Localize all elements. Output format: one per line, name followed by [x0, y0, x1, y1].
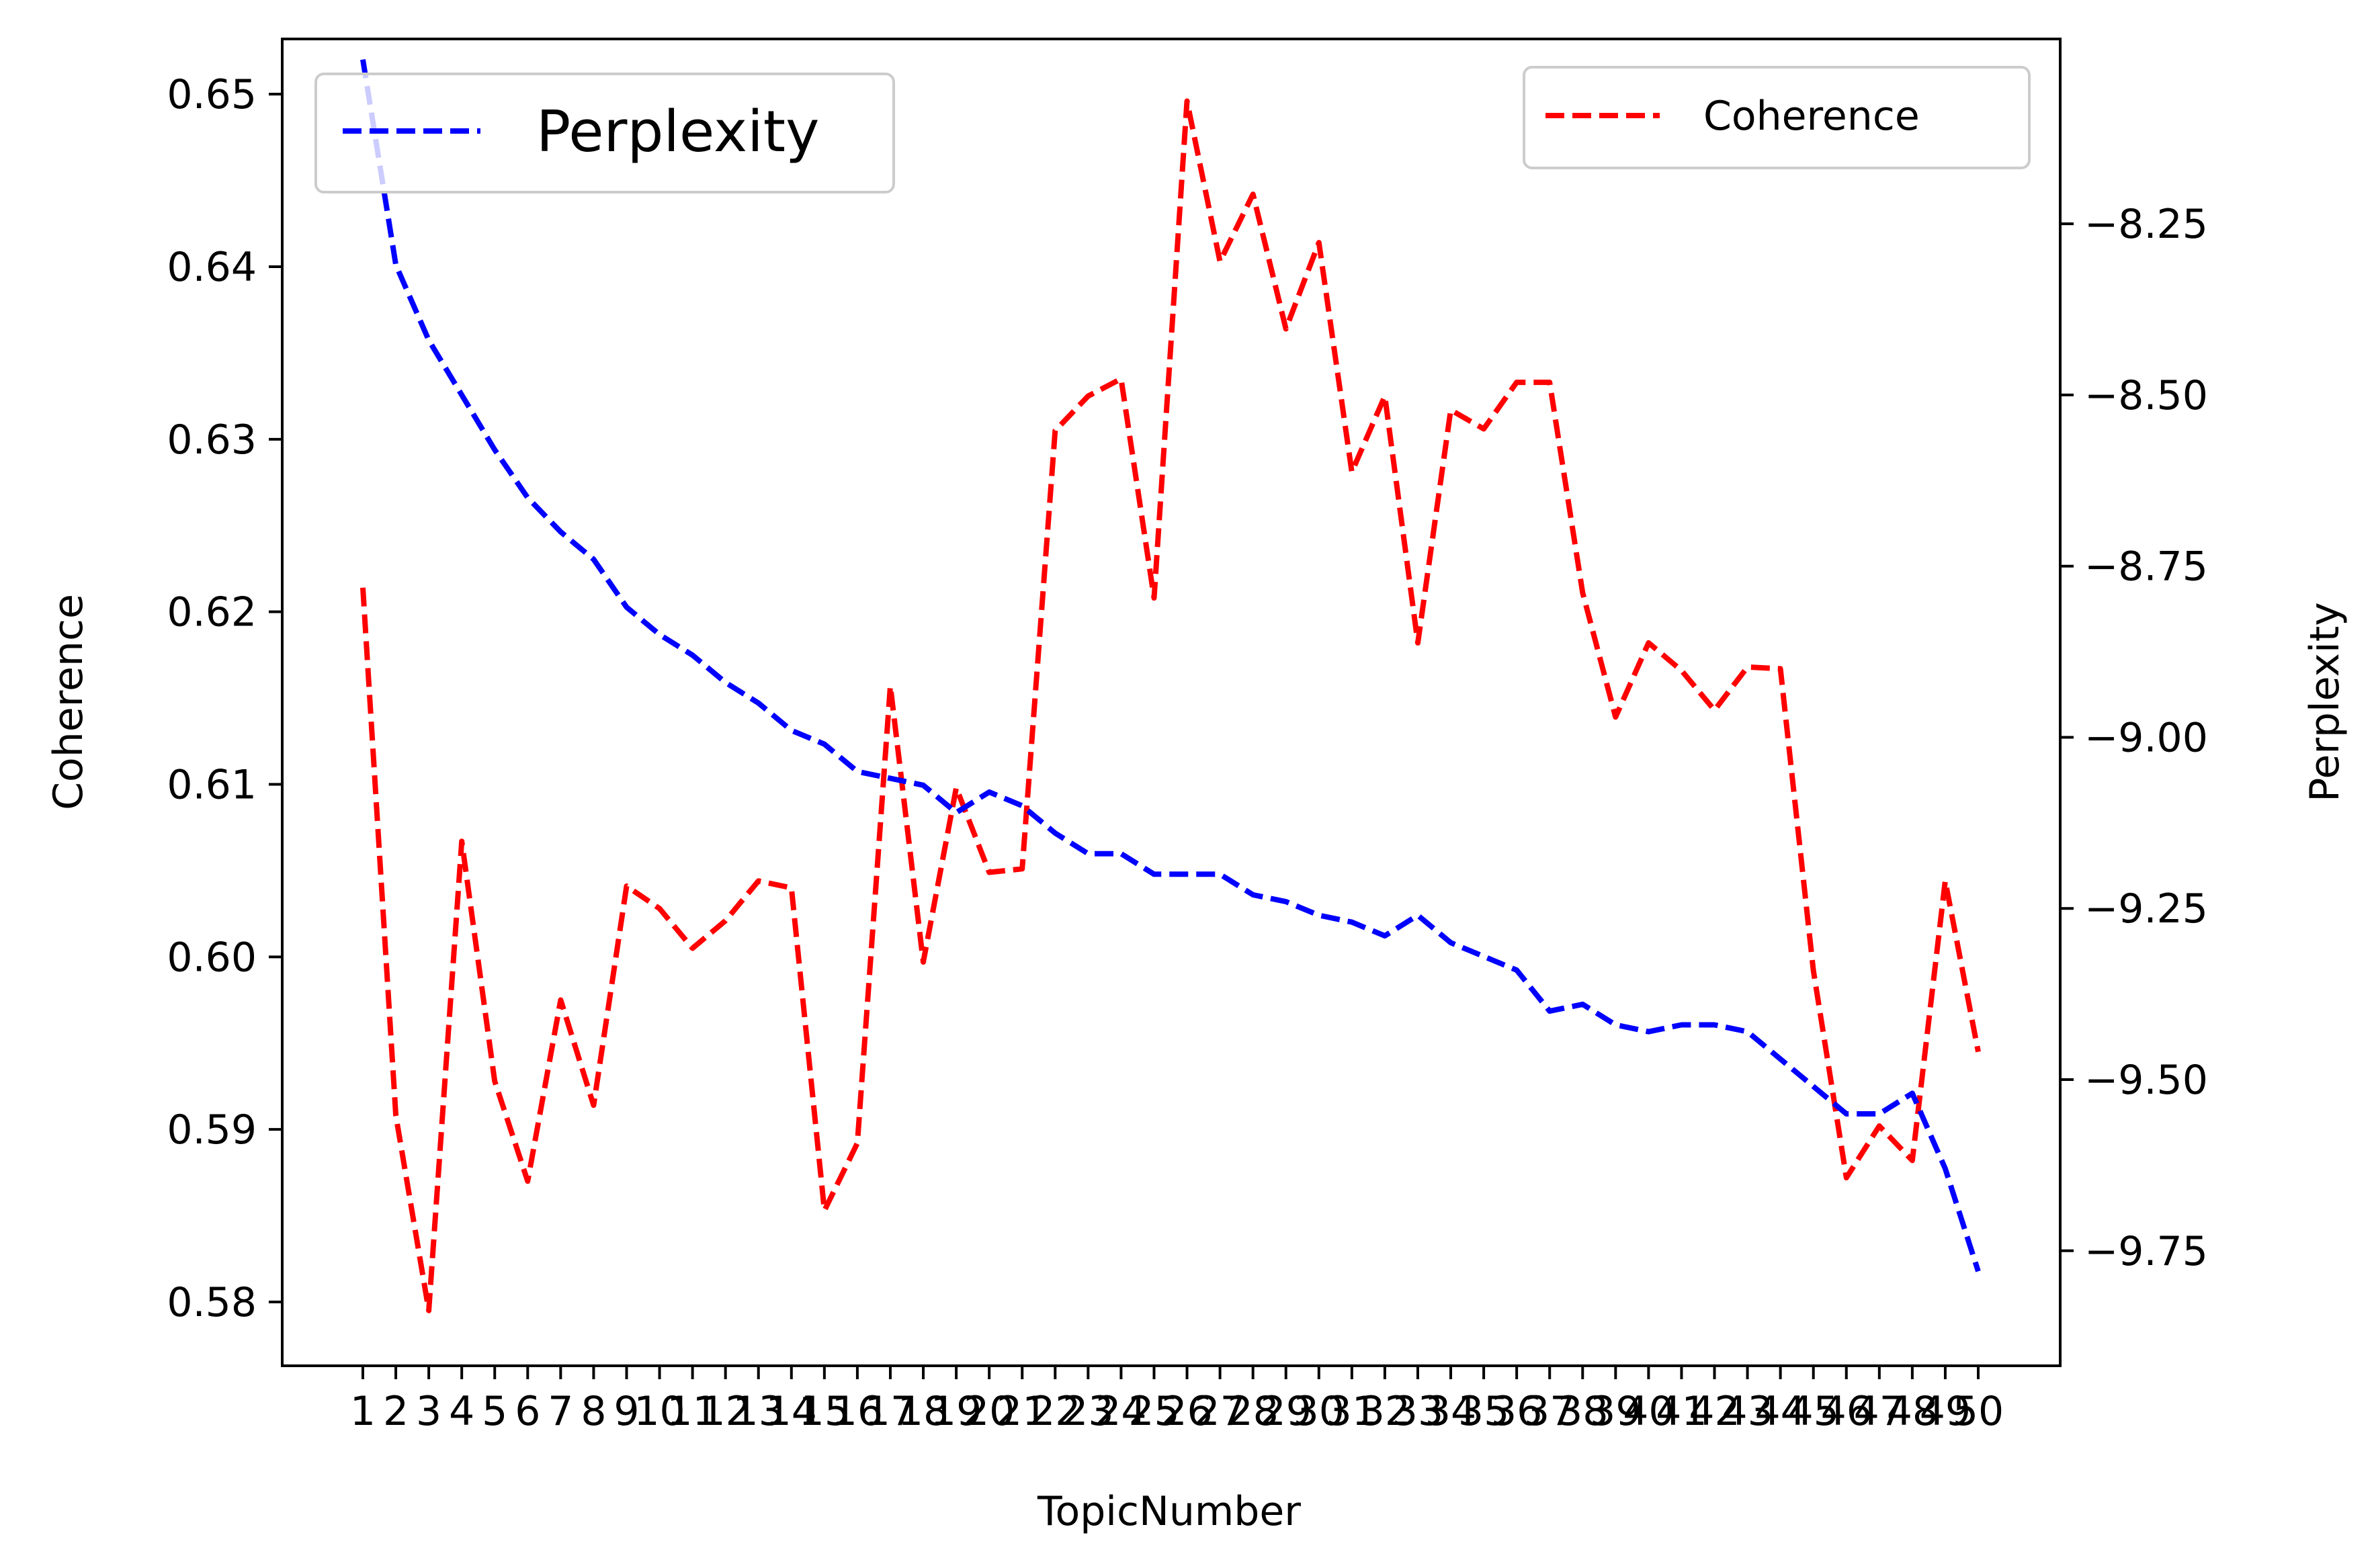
x-axis-label: TopicNumber [1037, 1488, 1301, 1535]
left-tick-label: 0.63 [167, 417, 257, 464]
x-tick-label: 44 [1754, 1388, 1806, 1435]
right-tick-label: −8.25 [2084, 201, 2208, 248]
right-tick-label: −9.75 [2084, 1228, 2208, 1275]
x-tick-label: 49 [1920, 1388, 1971, 1435]
left-tick-label: 0.59 [167, 1106, 257, 1153]
x-tick-label: 46 [1821, 1388, 1872, 1435]
x-tick-label: 10 [634, 1388, 685, 1435]
x-tick-label: 26 [1161, 1388, 1212, 1435]
right-tick-label: −9.50 [2084, 1057, 2208, 1104]
legend-perplexity: Perplexity [314, 73, 895, 193]
x-tick-label: 4 [449, 1388, 474, 1435]
x-tick-label: 1 [350, 1388, 376, 1435]
x-tick-label: 23 [1062, 1388, 1113, 1435]
x-tick-label: 33 [1392, 1388, 1443, 1435]
left-tick-label: 0.62 [167, 589, 257, 636]
left-tick-label: 0.58 [167, 1279, 257, 1326]
x-tick-label: 14 [766, 1388, 817, 1435]
x-axis: 1 2 3 4 5 6 7 8 91011121314151617181920212223242… [350, 1366, 2004, 1435]
x-tick-label: 38 [1557, 1388, 1608, 1435]
x-tick-label: 39 [1590, 1388, 1641, 1435]
x-tick-label: 18 [898, 1388, 949, 1435]
x-tick-label: 25 [1128, 1388, 1179, 1435]
x-tick-label: 5 [482, 1388, 507, 1435]
x-tick-label: 2 [383, 1388, 409, 1435]
x-tick-label: 45 [1788, 1388, 1839, 1435]
x-tick-label: 36 [1491, 1388, 1542, 1435]
x-tick-label: 42 [1689, 1388, 1740, 1435]
series-line-coherence [360, 98, 1981, 1313]
x-tick-label: 13 [733, 1388, 784, 1435]
x-tick-label: 7 [548, 1388, 573, 1435]
legend-coherence-label: Coherence [1703, 93, 1920, 140]
x-tick-label: 6 [515, 1388, 540, 1435]
x-tick-label: 43 [1722, 1388, 1773, 1435]
x-tick-label: 35 [1458, 1388, 1509, 1435]
left-tick-label: 0.64 [167, 244, 257, 291]
x-tick-label: 11 [667, 1388, 718, 1435]
x-tick-label: 22 [1029, 1388, 1080, 1435]
left-tick-label: 0.61 [167, 761, 257, 808]
x-tick-label: 9 [613, 1388, 639, 1435]
legend-coherence-box [1523, 66, 2031, 169]
legend-coherence: Coherence [1523, 66, 2031, 169]
x-tick-label: 30 [1294, 1388, 1345, 1435]
right-tick-label: −9.00 [2084, 714, 2208, 761]
x-tick-label: 16 [832, 1388, 883, 1435]
x-tick-label: 40 [1623, 1388, 1674, 1435]
series-line-perplexity [360, 58, 1981, 1272]
x-tick-label: 32 [1359, 1388, 1410, 1435]
x-tick-label: 21 [997, 1388, 1048, 1435]
x-tick-label: 37 [1524, 1388, 1575, 1435]
right-tick-label: −8.50 [2084, 372, 2208, 419]
x-tick-label: 19 [931, 1388, 982, 1435]
x-tick-label: 47 [1854, 1388, 1905, 1435]
legend-perplexity-label: Perplexity [536, 99, 819, 165]
x-tick-label: 3 [416, 1388, 441, 1435]
left-axis: 0.58 0.59 0.60 0.61 0.62 0.63 0.64 0.65 [167, 71, 282, 1326]
x-tick-label: 27 [1194, 1388, 1245, 1435]
x-tick-label: 8 [581, 1388, 606, 1435]
series-layer [360, 58, 1981, 1313]
legend-perplexity-box [314, 73, 895, 193]
x-tick-label: 15 [799, 1388, 850, 1435]
x-tick-label: 31 [1326, 1388, 1377, 1435]
plot-frame [281, 38, 2062, 1367]
right-axis: −9.75 −9.50 −9.25 −9.00 −8.75 −8.50 −8.25 [2060, 201, 2208, 1275]
x-tick-label: 28 [1227, 1388, 1278, 1435]
x-tick-label: 17 [865, 1388, 916, 1435]
x-tick-label: 48 [1887, 1388, 1938, 1435]
left-axis-label: Coherence [45, 594, 92, 810]
right-axis-label: Perplexity [2301, 602, 2348, 801]
x-tick-label: 41 [1656, 1388, 1707, 1435]
x-tick-label: 50 [1953, 1388, 2004, 1435]
x-tick-label: 34 [1425, 1388, 1476, 1435]
right-tick-label: −9.25 [2084, 885, 2208, 932]
left-tick-label: 0.60 [167, 934, 257, 981]
left-tick-label: 0.65 [167, 71, 257, 118]
x-tick-label: 12 [700, 1388, 751, 1435]
x-tick-label: 29 [1261, 1388, 1312, 1435]
x-tick-label: 24 [1095, 1388, 1146, 1435]
x-tick-label: 20 [964, 1388, 1015, 1435]
right-tick-label: −8.75 [2084, 543, 2208, 591]
